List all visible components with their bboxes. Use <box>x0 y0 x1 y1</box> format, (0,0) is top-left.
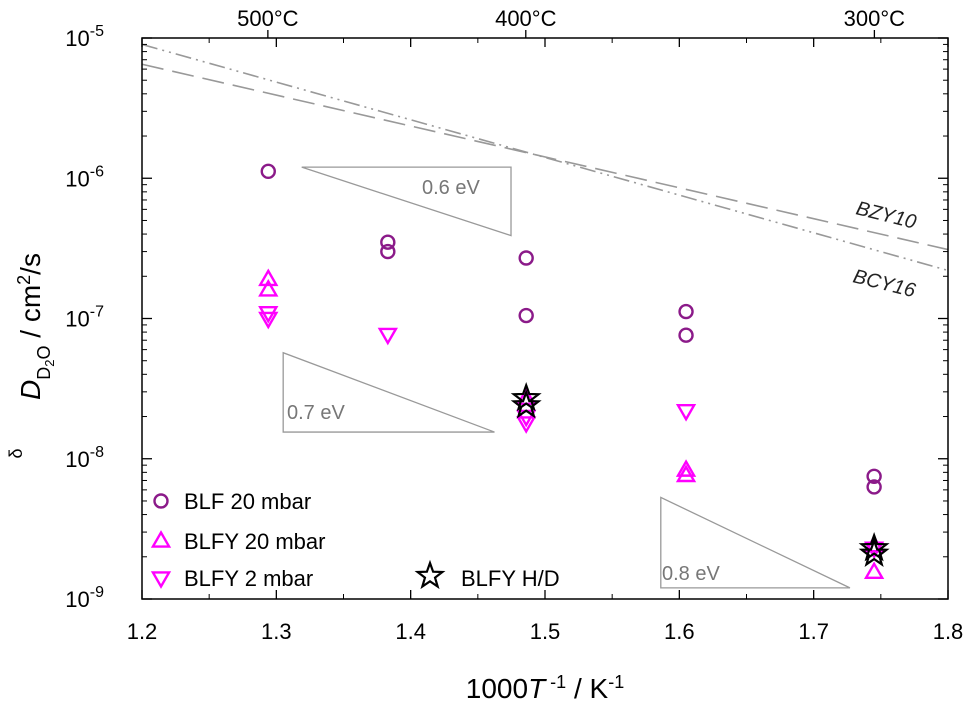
slope-triangle-label-3: 0.8 eV <box>662 563 720 585</box>
svg-text:DD2O / cm2/s: DD2O / cm2/s <box>14 253 57 400</box>
legend-marker-blfy-20-mbar <box>150 530 172 548</box>
top-axis-label: 500°C <box>237 6 299 31</box>
data-point-blfy-20-mbar <box>675 464 697 483</box>
reference-line-bzy10 <box>141 63 949 251</box>
slope-triangles: 0.6 eV 0.7 eV 0.8 eV <box>282 166 851 589</box>
data-point-blfy-h-d <box>858 537 890 567</box>
data-point-blfy-2-mbar <box>258 311 279 330</box>
y-tick-label: 10-6 <box>65 163 104 191</box>
legend-marker-blf-20-mbar <box>153 493 169 509</box>
legend-label-blf-20-mbar: BLF 20 mbar <box>184 489 311 514</box>
x-axis-title-var: T <box>528 673 547 704</box>
top-axis-label: 400°C <box>495 6 557 31</box>
data-point-blf-20-mbar <box>518 307 534 324</box>
y-axis-title-subsub: 2 <box>42 360 57 367</box>
legend-label-blfy-2-mbar: BLFY 2 mbar <box>184 566 313 591</box>
x-tick-label: 1.3 <box>261 619 292 644</box>
y-tick-label: 10-8 <box>65 444 104 472</box>
data-point-blfy-2-mbar <box>675 404 697 422</box>
legend-marker-blfy-2-mbar <box>150 571 172 589</box>
data-point-blfy-2-mbar <box>377 327 398 346</box>
legend-label-blfy-h-d: BLFY H/D <box>461 566 560 591</box>
y-axis-title-tail: /s <box>15 253 46 275</box>
data-point-blfy-20-mbar <box>258 268 279 287</box>
data-point-blf-20-mbar <box>518 250 534 266</box>
slope-triangle-label-2: 0.7 eV <box>287 402 345 424</box>
y-axis-title-sub-o: O <box>34 345 54 359</box>
x-tick-label: 1.6 <box>664 619 695 644</box>
data-point-blf-20-mbar <box>678 327 694 343</box>
y-tick-label: 10-9 <box>65 584 104 612</box>
reference-lines <box>141 43 949 272</box>
data-point-blfy-h-d <box>510 389 542 419</box>
y-axis-title-unit-sup: 2 <box>14 275 34 285</box>
data-point-blfy-h-d <box>858 532 890 562</box>
x-tick-label: 1.8 <box>933 619 964 644</box>
slope-triangle-label-1: 0.6 eV <box>422 177 480 199</box>
data-point-blf-20-mbar <box>866 479 882 495</box>
legend: BLF 20 mbar BLFY 20 mbar BLFY 2 mbar BLFY H… <box>150 489 560 591</box>
slope-triangle-3 <box>660 496 851 589</box>
x-tick-label: 1.4 <box>395 619 426 644</box>
data-point-blf-20-mbar <box>678 303 694 320</box>
slope-triangle-1 <box>301 166 512 237</box>
data-point-blf-20-mbar <box>380 234 396 250</box>
data-point-blf-20-mbar <box>260 163 276 180</box>
y-axis-title: DD2O / cm2/s δ <box>6 253 57 458</box>
data-point-blfy-2-mbar <box>516 416 537 434</box>
data-point-blfy-h-d <box>510 381 542 412</box>
data-point-blf-20-mbar <box>866 468 882 484</box>
legend-marker-blfy-h-d <box>414 559 446 590</box>
tick-labels: 1.2 1.3 1.4 1.5 1.6 1.7 1.8 10-9 10-8 10-7 10-6 10-… <box>65 23 963 644</box>
data-point-blfy-2-mbar <box>258 305 279 324</box>
y-axis-title-var: D <box>15 380 46 400</box>
y-axis-title-sub: D <box>34 367 54 380</box>
x-axis-title-sup2: -1 <box>608 672 624 692</box>
top-axis: 500°C 400°C 300°C <box>237 6 905 38</box>
axis-ticks <box>141 37 949 600</box>
legend-label-blfy-20-mbar: BLFY 20 mbar <box>184 529 325 554</box>
data-point-blfy-20-mbar <box>863 561 885 580</box>
x-axis-title-prefix: 1000 <box>466 673 528 704</box>
x-tick-label: 1.5 <box>530 619 561 644</box>
y-axis-title-superscript: δ <box>6 448 26 458</box>
y-axis-title-rest: / cm <box>15 285 46 346</box>
reference-label-bcy16: BCY16 <box>851 266 919 303</box>
data-point-blf-20-mbar <box>380 243 396 260</box>
data-point-blfy-20-mbar <box>675 459 697 477</box>
reference-labels: BZY10 BCY16 <box>851 198 919 303</box>
data-points <box>258 163 890 580</box>
y-tick-label: 10-5 <box>65 23 104 51</box>
reference-label-bzy10: BZY10 <box>854 198 919 234</box>
x-tick-label: 1.7 <box>798 619 829 644</box>
x-axis-title-rest: / K <box>566 673 608 704</box>
top-axis-label: 300°C <box>844 6 906 31</box>
x-axis-title: 1000T -1 / K-1 <box>466 672 624 704</box>
x-axis-title-sup1: -1 <box>545 672 566 692</box>
data-point-blfy-20-mbar <box>258 278 279 297</box>
y-tick-label: 10-7 <box>65 304 104 332</box>
x-tick-label: 1.2 <box>127 619 158 644</box>
slope-triangle-2 <box>282 351 495 433</box>
